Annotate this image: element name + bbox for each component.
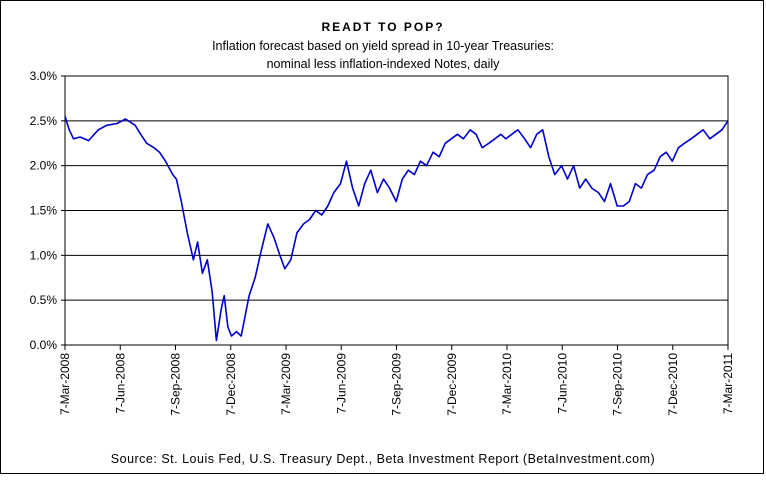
x-tick-label: 7-Sep-2009 xyxy=(390,353,404,416)
y-tick-label: 1.0% xyxy=(30,248,58,262)
y-tick-label: 2.5% xyxy=(30,114,58,128)
y-tick-label: 1.5% xyxy=(30,204,58,218)
y-tick-label: 3.0% xyxy=(30,69,58,83)
x-tick-label: 7-Sep-2008 xyxy=(169,353,183,416)
y-tick-label: 0.0% xyxy=(30,338,58,352)
y-tick-label: 0.5% xyxy=(30,293,58,307)
x-tick-label: 7-Mar-2011 xyxy=(721,353,735,414)
x-tick-label: 7-Sep-2010 xyxy=(611,353,625,416)
x-tick-label: 7-Dec-2010 xyxy=(666,353,680,416)
x-tick-label: 7-Dec-2009 xyxy=(445,353,459,416)
x-tick-label: 7-Mar-2008 xyxy=(58,353,72,415)
gridlines xyxy=(65,120,728,301)
source-note: Source: St. Louis Fed, U.S. Treasury Dep… xyxy=(111,452,655,466)
x-tick-label: 7-Jun-2008 xyxy=(113,353,127,414)
chart-subtitle-line-1: Inflation forecast based on yield spread… xyxy=(212,39,554,53)
y-axis-ticks: 0.0% 0.5% 1.0% 1.5% 2.0% 2.5% 3.0% xyxy=(30,69,65,352)
chart-title: READT TO POP? xyxy=(321,20,444,34)
series-group xyxy=(64,116,729,342)
x-tick-label: 7-Jun-2009 xyxy=(334,353,348,414)
series-line xyxy=(64,116,729,342)
chart-subtitle-line-2: nominal less inflation-indexed Notes, da… xyxy=(267,57,501,71)
x-tick-label: 7-Jun-2010 xyxy=(555,353,569,414)
x-tick-label: 7-Dec-2008 xyxy=(224,353,238,416)
x-tick-label: 7-Mar-2010 xyxy=(500,353,514,415)
y-tick-label: 2.0% xyxy=(30,159,58,173)
x-tick-label: 7-Mar-2009 xyxy=(279,353,293,415)
x-axis-ticks: 7-Mar-2008 7-Jun-2008 7-Sep-2008 7-Dec-2008… xyxy=(58,345,735,416)
